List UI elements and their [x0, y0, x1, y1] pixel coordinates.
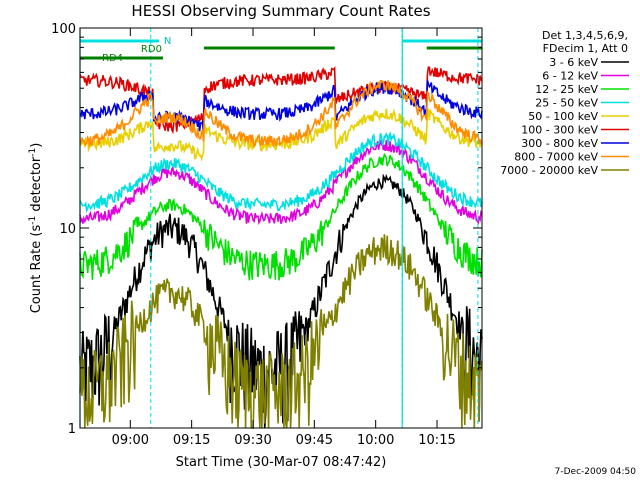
legend: Det 1,3,4,5,6,9,FDecim 1, Att 03 - 6 keV… [500, 29, 629, 177]
footer-date: 7-Dec-2009 04:50 [555, 467, 637, 477]
y-tick-label-2: 10 [59, 222, 76, 237]
x-tick-label-3: 09:30 [234, 433, 271, 448]
legend-header-1: Det 1,3,4,5,6,9, [542, 29, 628, 42]
night-label: N [164, 36, 171, 47]
legend-label-9: 7000 - 20000 keV [500, 164, 598, 177]
axis-layer: 09:00 09:15 09:30 09:45 10:00 10:15 1 10 100 [51, 22, 482, 448]
x-tick-label-5: 10:00 [357, 433, 394, 448]
series-line-6 [79, 65, 483, 135]
rd0-label: RD0 [141, 44, 162, 55]
x-axis-label: Start Time (30-Mar-07 08:47:42) [176, 455, 387, 470]
series-line-1 [79, 173, 483, 429]
rd4-label: RD4 [102, 53, 123, 64]
legend-label-2: 6 - 12 keV [542, 70, 598, 83]
legend-label-8: 800 - 7000 keV [514, 151, 598, 164]
legend-label-5: 50 - 100 keV [528, 110, 598, 123]
series-line-8 [79, 79, 483, 149]
x-tick-label-2: 09:15 [173, 433, 210, 448]
legend-label-6: 100 - 300 keV [521, 124, 598, 137]
legend-label-7: 300 - 800 keV [521, 137, 598, 150]
legend-header-2: FDecim 1, Att 0 [543, 42, 628, 55]
chart-title: HESSI Observing Summary Count Rates [131, 2, 430, 20]
legend-label-1: 3 - 6 keV [549, 56, 598, 69]
series-layer [79, 65, 483, 429]
series-line-9 [79, 234, 483, 429]
legend-label-3: 12 - 25 keV [535, 83, 598, 96]
x-tick-label-4: 09:45 [296, 433, 333, 448]
series-line-2 [79, 139, 483, 226]
x-tick-label-6: 10:15 [418, 433, 455, 448]
series-line-3 [79, 152, 483, 281]
x-tick-label-1: 09:00 [112, 433, 149, 448]
legend-label-4: 25 - 50 keV [535, 97, 598, 110]
series-line-7 [79, 80, 483, 134]
y-tick-label-3: 100 [51, 22, 76, 37]
y-tick-label-1: 1 [68, 422, 76, 437]
y-axis-label: Count Rate (s-1 detector-1) [28, 143, 44, 314]
series-line-4 [79, 131, 483, 214]
